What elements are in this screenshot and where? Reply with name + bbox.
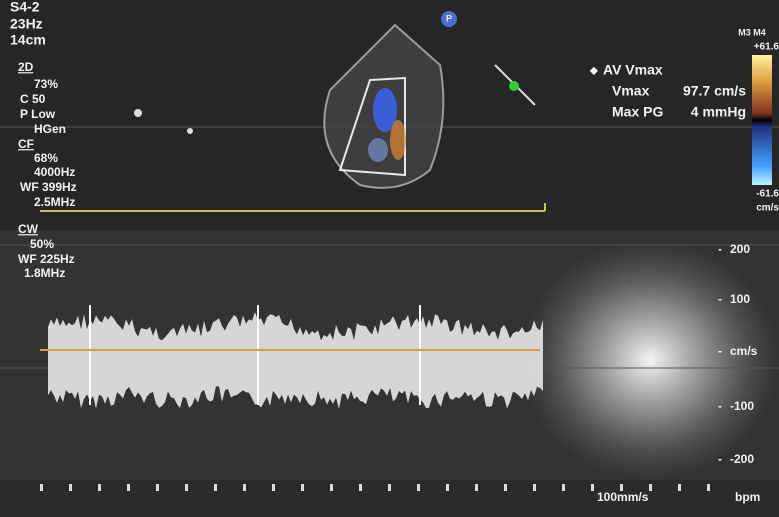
param: 4000Hz: [34, 165, 75, 179]
scale-label: 200: [730, 242, 750, 256]
probe: S4-2: [10, 0, 40, 15]
time-ticks: [40, 484, 710, 491]
param: C 50: [20, 92, 46, 106]
frame-rate: 23Hz: [10, 16, 43, 32]
tick: [707, 484, 710, 491]
sweep-speed: 100mm/s: [597, 490, 649, 504]
color-scale-max: +61.6: [754, 42, 779, 53]
scale-dash: -: [718, 242, 722, 256]
tick: [301, 484, 304, 491]
tick: [185, 484, 188, 491]
tick: [533, 484, 536, 491]
tick: [591, 484, 594, 491]
param: 50%: [30, 237, 54, 251]
tick: [156, 484, 159, 491]
scale-dash: -: [718, 292, 722, 306]
tick: [417, 484, 420, 491]
tick: [620, 484, 623, 491]
scale-label: -100: [730, 399, 754, 413]
sector-image: [134, 23, 536, 189]
param: 1.8MHz: [24, 266, 65, 280]
measure-value: 97.7 cm/s: [683, 83, 746, 99]
heart-rate-unit: bpm: [735, 490, 760, 504]
scale-label: -200: [730, 452, 754, 466]
measure-label: Max PG: [612, 104, 663, 120]
tick: [504, 484, 507, 491]
color-scale-min: -61.6: [756, 189, 779, 200]
tick: [127, 484, 130, 491]
param: HGen: [34, 122, 66, 136]
scale-label: 100: [730, 292, 750, 306]
tick: [98, 484, 101, 491]
param: 73%: [34, 77, 58, 91]
tick: [446, 484, 449, 491]
param: WF 399Hz: [20, 180, 77, 194]
param: WF 225Hz: [18, 252, 75, 266]
tick: [214, 484, 217, 491]
marker-label: P: [446, 13, 452, 23]
measure-icon: ◆: [589, 66, 598, 77]
glare: [520, 240, 779, 480]
depth: 14cm: [10, 32, 46, 48]
tick: [475, 484, 478, 491]
tick: [678, 484, 681, 491]
tick: [649, 484, 652, 491]
tick: [243, 484, 246, 491]
measure-title: AV Vmax: [603, 62, 663, 78]
measure-value: 4 mmHg: [691, 104, 746, 120]
scale-dash: -: [718, 344, 722, 358]
marker-icon: [441, 11, 457, 27]
color-scale-unit: cm/s: [756, 203, 779, 214]
tick: [69, 484, 72, 491]
scale-label: cm/s: [730, 344, 758, 358]
param: 2.5MHz: [34, 195, 75, 209]
tick: [359, 484, 362, 491]
tick: [388, 484, 391, 491]
mode-label: CF: [18, 137, 34, 151]
measure-label: Vmax: [612, 83, 650, 99]
mode-label: 2D: [18, 60, 34, 74]
velocity-scale: -200- 100- cm/s- -100- -200: [718, 242, 758, 466]
color-bar: [752, 55, 772, 185]
mode-label: CW: [18, 222, 39, 236]
param: 68%: [34, 151, 58, 165]
tick: [330, 484, 333, 491]
tick: [562, 484, 565, 491]
param: P Low: [20, 107, 56, 121]
tick: [40, 484, 43, 491]
color-scale-title: M3 M4: [738, 27, 766, 37]
doppler-trace: [48, 305, 543, 409]
scale-dash: -: [718, 452, 722, 466]
scale-dash: -: [718, 399, 722, 413]
tick: [272, 484, 275, 491]
